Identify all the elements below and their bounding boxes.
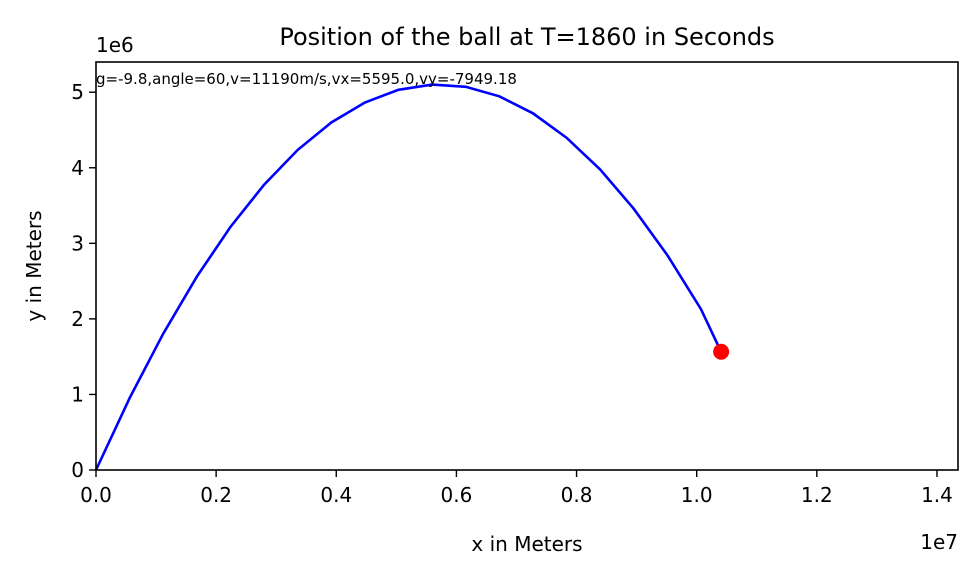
y-tick-label: 2 — [71, 307, 84, 331]
x-tick-label: 0.2 — [200, 483, 232, 507]
y-tick-label: 5 — [71, 80, 84, 104]
x-axis-label: x in Meters — [471, 532, 582, 556]
x-tick-label: 0.8 — [561, 483, 593, 507]
y-tick-label: 4 — [71, 156, 84, 180]
y-offset-label: 1e6 — [96, 33, 134, 57]
y-tick-label: 1 — [71, 382, 84, 406]
x-tick-label: 0.0 — [80, 483, 112, 507]
x-tick-label: 0.4 — [320, 483, 352, 507]
x-offset-label: 1e7 — [920, 530, 958, 554]
y-tick-label: 3 — [71, 231, 84, 255]
trajectory-line — [94, 83, 723, 471]
chart-title: Position of the ball at T=1860 in Second… — [279, 23, 774, 51]
y-tick-label: 0 — [71, 458, 84, 482]
ball-marker — [713, 343, 730, 360]
x-tick-label: 0.6 — [441, 483, 473, 507]
y-axis-ticks: 0 1 2 3 4 5 — [71, 80, 96, 482]
x-tick-label: 1.0 — [681, 483, 713, 507]
x-tick-label: 1.2 — [801, 483, 833, 507]
plot-area — [94, 83, 730, 471]
y-axis-label: y in Meters — [22, 210, 46, 321]
x-axis-ticks: 0.0 0.2 0.4 0.6 0.8 1.0 1.2 1.4 — [80, 470, 953, 507]
parameters-annotation: g=-9.8,angle=60,v=11190m/s,vx=5595.0,vy=… — [96, 70, 517, 88]
x-tick-label: 1.4 — [921, 483, 953, 507]
axes-frame — [95, 61, 959, 471]
